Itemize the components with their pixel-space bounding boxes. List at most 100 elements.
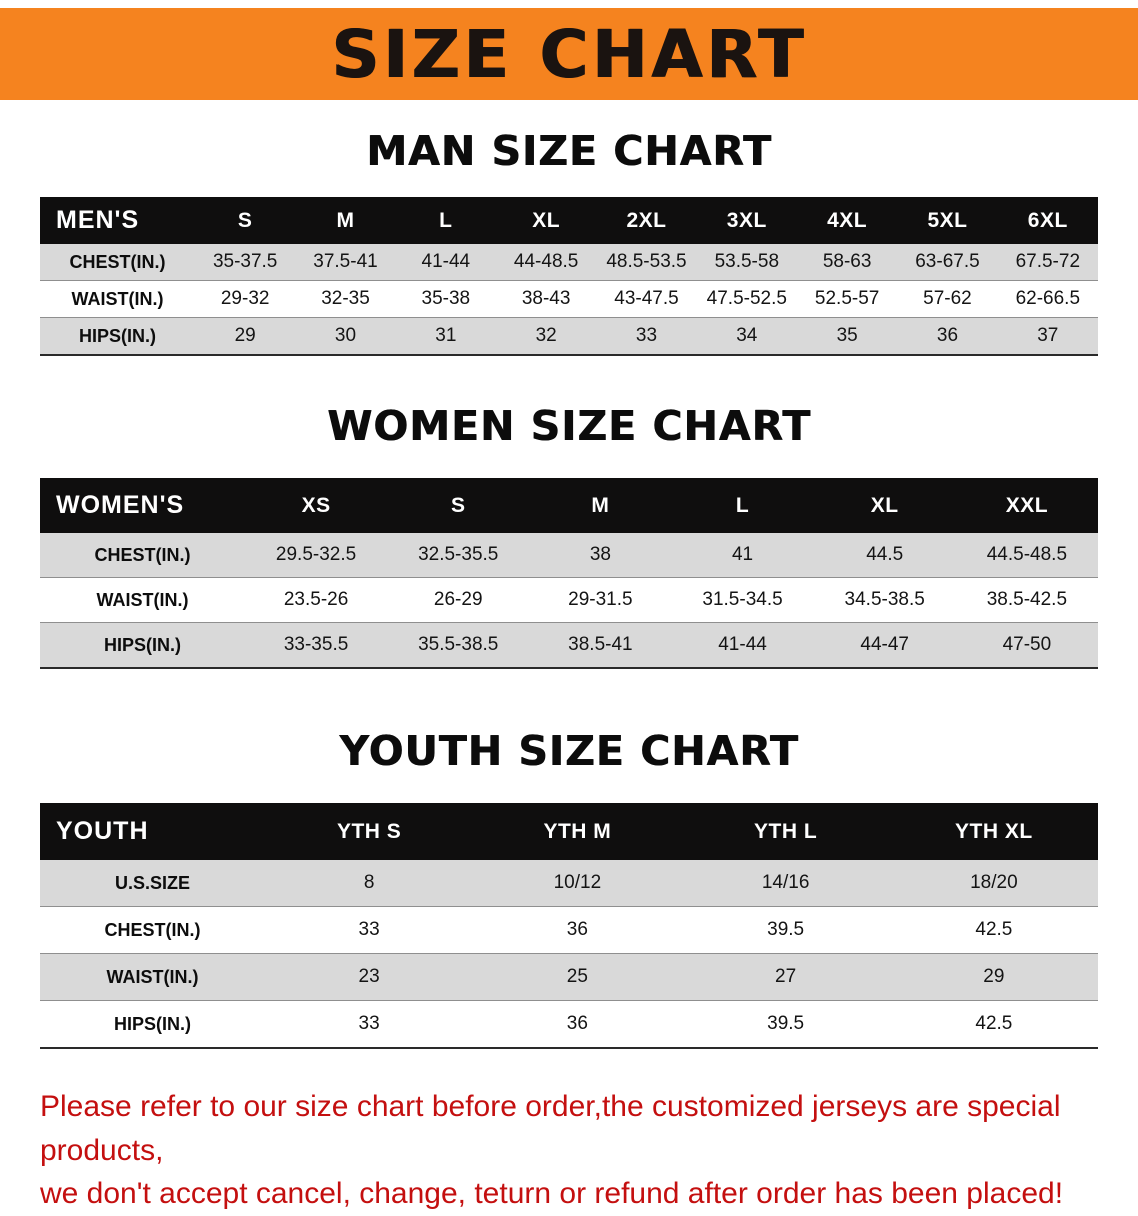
cell: 67.5-72 [1015, 251, 1081, 272]
column-header: YTH S [265, 803, 474, 860]
row-label: U.S.SIZE [114, 872, 190, 893]
cell: 38-43 [521, 288, 571, 309]
row-label: WAIST(IN.) [71, 288, 164, 309]
table-corner-label: MEN'S [40, 197, 195, 244]
table-corner-label: WOMEN'S [40, 478, 245, 533]
cell: 26-29 [433, 589, 483, 610]
cell: 41 [731, 544, 754, 565]
cell: 30 [334, 325, 357, 346]
column-header: 6XL [997, 197, 1098, 244]
cell: 42.5 [975, 1013, 1013, 1034]
cell: 8 [363, 872, 375, 893]
women-chart-heading: WOMEN SIZE CHART [326, 402, 812, 450]
column-header: XXL [955, 478, 1098, 533]
notice-line-2: we don't accept cancel, change, teturn o… [40, 1177, 1064, 1210]
cell: 23.5-26 [283, 589, 349, 610]
row-label: WAIST(IN.) [96, 589, 189, 610]
column-header: 2XL [596, 197, 697, 244]
row-label: HIPS(IN.) [103, 634, 181, 655]
section-men: MAN SIZE CHART MEN'S S M L XL 2XL 3XL 4XL 5XL 6XL… [0, 127, 1138, 356]
cell: 36 [566, 1013, 588, 1034]
column-header: YTH M [473, 803, 682, 860]
cell: 63-67.5 [915, 251, 980, 272]
column-header: L [671, 478, 814, 533]
men-chart-heading: MAN SIZE CHART [366, 127, 772, 175]
section-youth: YOUTH SIZE CHART YOUTH YTH S YTH M YTH L YTH… [0, 727, 1138, 1049]
column-header: YTH L [681, 803, 890, 860]
cell: 35.5-38.5 [418, 634, 499, 655]
column-header: XL [495, 197, 597, 244]
section-women: WOMEN SIZE CHART WOMEN'S XS S M L XL XXL CHEST(… [0, 402, 1138, 669]
cell: 33 [358, 1013, 380, 1034]
table-row: WAIST(IN.) 29-32 32-35 35-38 38-43 43-47.5 47.… [40, 281, 1098, 318]
cell: 53.5-58 [714, 251, 780, 272]
cell: 29-32 [220, 288, 270, 309]
cell: 29-31.5 [568, 589, 633, 610]
column-header: M [295, 197, 396, 244]
cell: 35-38 [421, 288, 471, 309]
footer-notice: Please refer to our size chart before or… [40, 1085, 1100, 1216]
row-label: CHEST(IN.) [104, 919, 201, 940]
cell: 33 [358, 919, 380, 940]
table-row: CHEST(IN.) 33 36 39.5 42.5 [40, 907, 1098, 954]
cell: 48.5-53.5 [606, 251, 687, 272]
cell: 39.5 [767, 919, 805, 940]
cell: 34.5-38.5 [844, 589, 925, 610]
cell: 39.5 [767, 1013, 805, 1034]
notice-line-1: Please refer to our size chart before or… [40, 1090, 1061, 1167]
cell: 37.5-41 [313, 251, 378, 272]
cell: 36 [566, 919, 588, 940]
cell: 31 [435, 325, 457, 346]
cell: 42.5 [975, 919, 1013, 940]
women-size-table: WOMEN'S XS S M L XL XXL CHEST(IN.) 29.5-32.5 32.5… [40, 478, 1098, 669]
table-row: HIPS(IN.) 33 36 39.5 42.5 [40, 1001, 1098, 1048]
cell: 32 [535, 325, 557, 346]
youth-size-table: YOUTH YTH S YTH M YTH L YTH XL U.S.SIZE 8 10/12… [40, 803, 1098, 1049]
cell: 44.5 [866, 544, 904, 565]
cell: 29 [234, 325, 256, 346]
cell: 36 [936, 325, 959, 346]
cell: 29 [983, 966, 1005, 987]
cell: 57-62 [923, 288, 972, 309]
column-header: L [395, 197, 496, 244]
youth-chart-heading: YOUTH SIZE CHART [339, 727, 799, 775]
cell: 35-37.5 [212, 251, 278, 272]
cell: 29.5-32.5 [275, 544, 357, 565]
cell: 58-63 [822, 251, 872, 272]
row-label: CHEST(IN.) [94, 544, 191, 565]
header-row: WOMEN'S XS S M L XL XXL [40, 478, 1098, 533]
column-header: M [529, 478, 672, 533]
page-title: SIZE CHART [331, 15, 807, 93]
table-corner-label: YOUTH [40, 803, 265, 860]
cell: 62-66.5 [1015, 288, 1081, 309]
table-row: CHEST(IN.) 29.5-32.5 32.5-35.5 38 41 44.5 44.5… [40, 533, 1098, 578]
size-chart-page: SIZE CHART MAN SIZE CHART MEN'S S M L XL 2XL 3… [0, 8, 1138, 1216]
cell: 31.5-34.5 [702, 589, 783, 610]
cell: 35 [836, 325, 858, 346]
cell: 14/16 [761, 872, 810, 893]
cell: 33-35.5 [283, 634, 349, 655]
banner: SIZE CHART [0, 8, 1138, 100]
cell: 47-50 [1002, 634, 1052, 655]
column-header: XL [813, 478, 956, 533]
cell: 38.5-41 [568, 634, 633, 655]
cell: 44-48.5 [513, 251, 579, 272]
cell: 38.5-42.5 [986, 589, 1068, 610]
column-header: 5XL [897, 197, 998, 244]
row-label: WAIST(IN.) [106, 966, 199, 987]
cell: 10/12 [553, 872, 602, 893]
cell: 44.5-48.5 [986, 544, 1068, 565]
header-row: YOUTH YTH S YTH M YTH L YTH XL [40, 803, 1098, 860]
column-header: YTH XL [889, 803, 1098, 860]
row-label: HIPS(IN.) [113, 1013, 191, 1034]
cell: 41-44 [421, 251, 471, 272]
table-row: HIPS(IN.) 29 30 31 32 33 34 35 36 37 [40, 317, 1098, 355]
row-label: CHEST(IN.) [69, 251, 166, 272]
cell: 18/20 [970, 872, 1018, 893]
column-header: 3XL [696, 197, 797, 244]
cell: 52.5-57 [814, 288, 880, 309]
table-row: HIPS(IN.) 33-35.5 35.5-38.5 38.5-41 41-44 44-… [40, 622, 1098, 668]
cell: 37 [1037, 325, 1059, 346]
column-header: 4XL [796, 197, 898, 244]
cell: 32-35 [321, 288, 370, 309]
